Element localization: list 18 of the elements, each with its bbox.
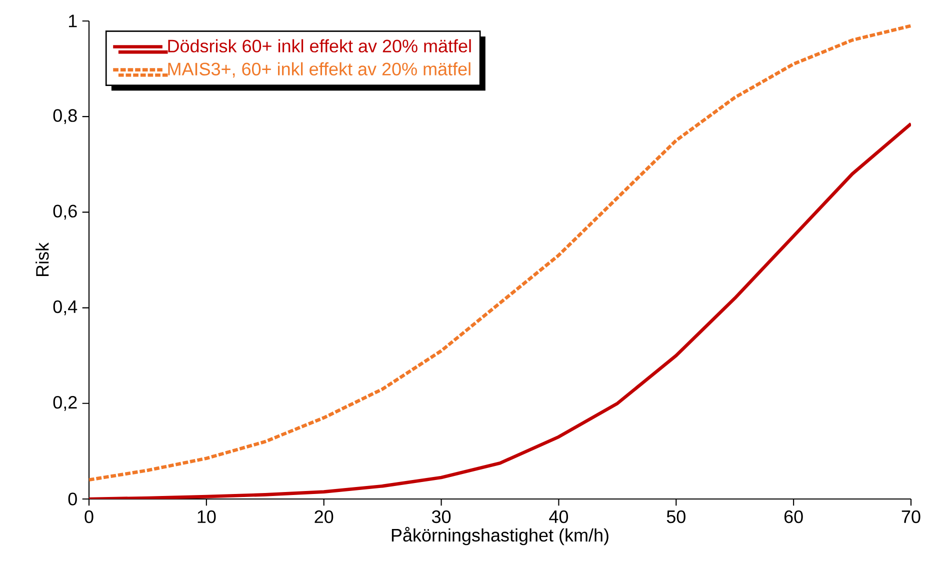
y-tick-label: 0,4 <box>53 300 78 316</box>
y-axis-title: Risk <box>36 242 49 276</box>
legend-label: Dödsrisk 60+ inkl effekt av 20% mätfel <box>168 39 471 52</box>
legend-label: MAIS3+, 60+ inkl effekt av 20% mätfel <box>168 62 470 78</box>
x-tick-label: 50 <box>666 510 686 524</box>
y-tick-label: 1 <box>69 14 77 28</box>
y-tick-label: 0,2 <box>53 396 77 411</box>
x-tick-label: 70 <box>902 510 920 524</box>
x-tick-label: 10 <box>198 510 216 524</box>
x-tick-label: 20 <box>314 510 334 524</box>
x-tick-label: 40 <box>549 510 568 524</box>
y-tick-label: 0 <box>68 492 77 506</box>
x-axis-title: Påkörningshastighet (km/h) <box>392 526 608 546</box>
x-tick-label: 0 <box>84 510 94 524</box>
y-tick-label: 0,6 <box>53 204 77 220</box>
x-tick-label: 60 <box>784 510 803 524</box>
x-tick-label: 30 <box>432 510 451 524</box>
y-tick-label: 0,8 <box>53 109 77 124</box>
